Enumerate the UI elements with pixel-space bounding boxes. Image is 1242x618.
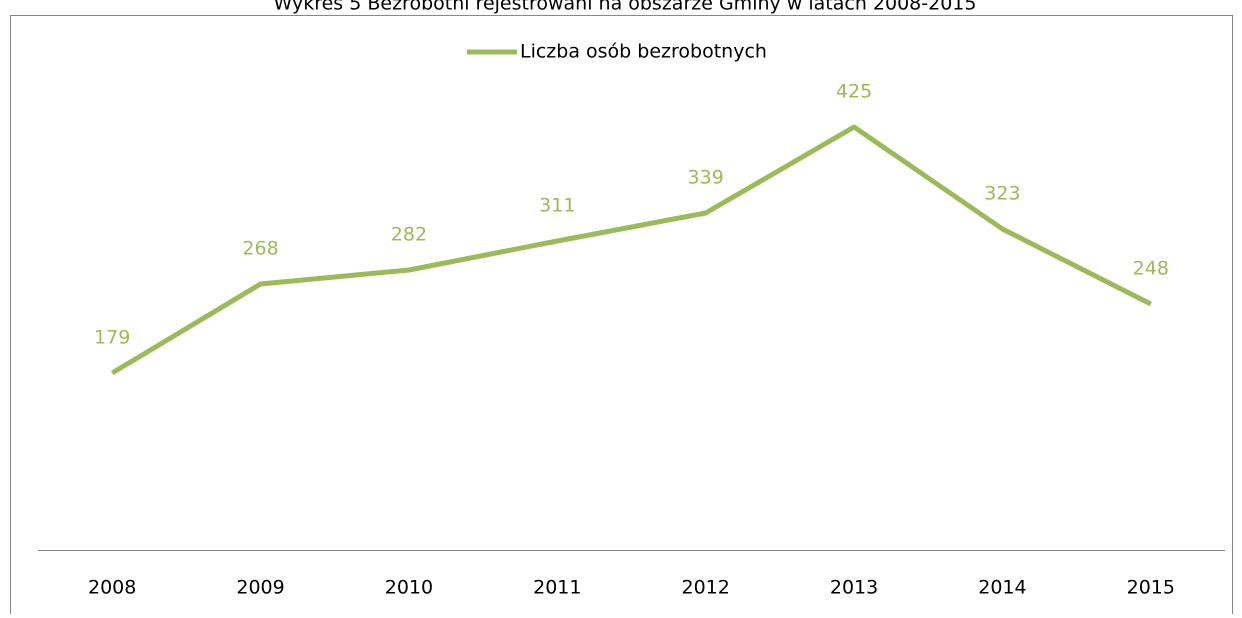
data-label: 268 (242, 238, 278, 260)
x-tick-label: 2008 (88, 577, 136, 599)
x-tick-label: 2011 (533, 577, 581, 599)
x-tick-label: 2010 (385, 577, 433, 599)
title-bg (175, 0, 1065, 15)
data-label: 248 (1133, 258, 1169, 280)
chart-title: Wykres 5 Bezrobotni rejestrowani na obsz… (274, 0, 977, 15)
data-label: 311 (539, 195, 575, 217)
legend-label: Liczba osób bezrobotnych (520, 41, 767, 63)
data-label: 425 (836, 81, 872, 103)
x-tick-label: 2012 (682, 577, 730, 599)
chart-frame (10, 15, 1233, 618)
series-line (110, 124, 1152, 376)
x-tick-label: 2013 (830, 577, 878, 599)
data-label: 282 (391, 224, 427, 246)
data-label: 179 (94, 327, 130, 349)
data-label: 323 (984, 183, 1020, 205)
x-tick-label: 2009 (236, 577, 284, 599)
data-label: 339 (688, 167, 724, 189)
x-tick-label: 2015 (1127, 577, 1175, 599)
x-tick-label: 2014 (978, 577, 1026, 599)
